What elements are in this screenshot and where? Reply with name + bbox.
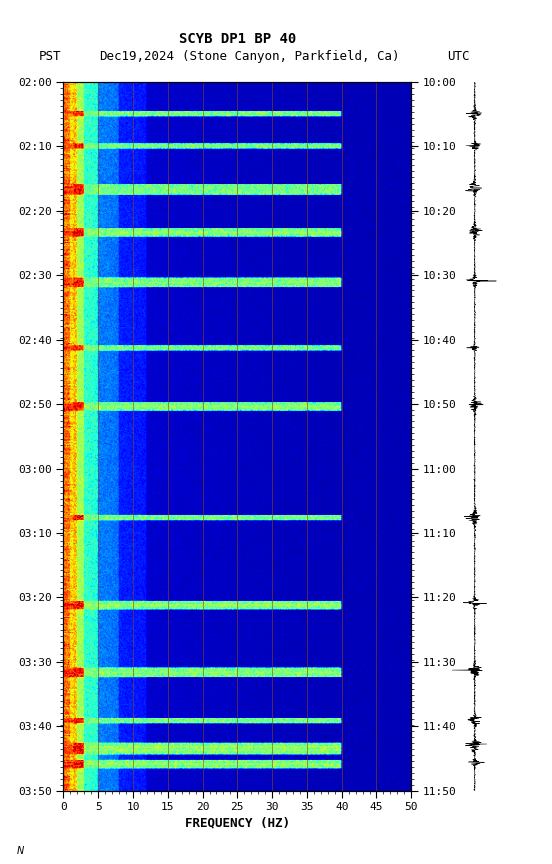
Text: Dec19,2024: Dec19,2024 (99, 50, 174, 63)
X-axis label: FREQUENCY (HZ): FREQUENCY (HZ) (185, 816, 290, 829)
Text: PST: PST (39, 50, 61, 63)
Text: UTC: UTC (447, 50, 470, 63)
Text: N: N (17, 846, 24, 855)
Text: SCYB DP1 BP 40: SCYB DP1 BP 40 (179, 32, 296, 46)
Text: (Stone Canyon, Parkfield, Ca): (Stone Canyon, Parkfield, Ca) (182, 50, 400, 63)
